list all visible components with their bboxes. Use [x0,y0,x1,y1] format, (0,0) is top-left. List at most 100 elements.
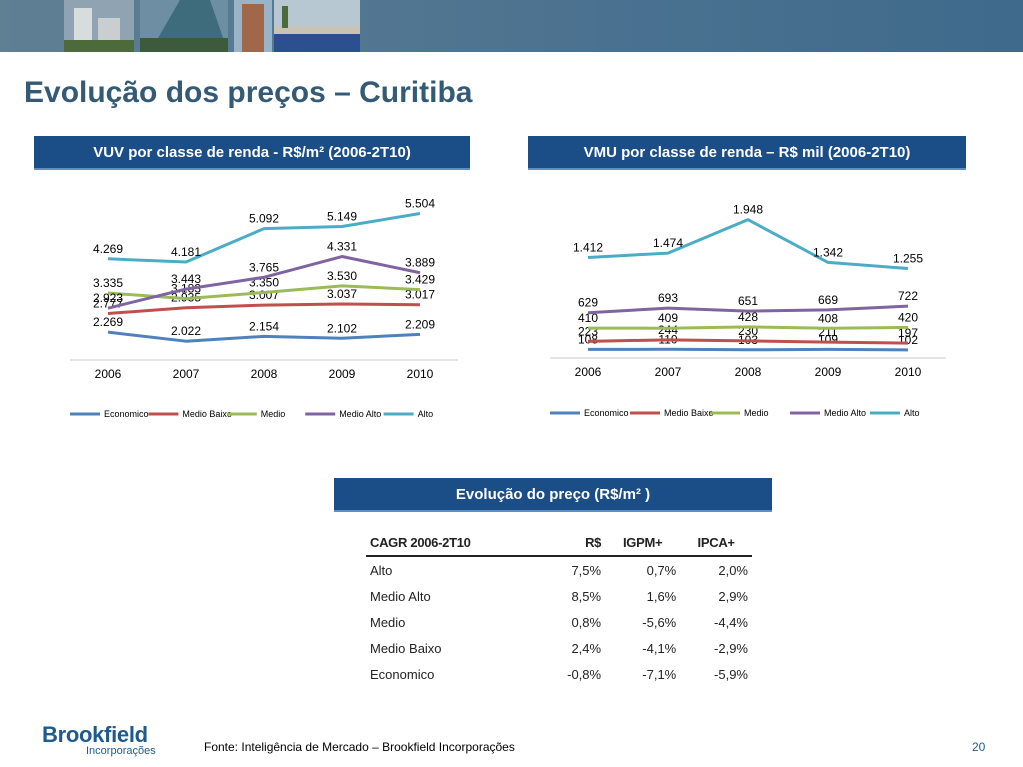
data-label: 2.209 [405,317,435,331]
data-label: 3.443 [171,272,201,286]
cell-rs: 7,5% [571,562,602,578]
data-label: 3.889 [405,256,435,270]
row-label: Medio Baixo [370,640,442,656]
column-header: IPCA+ [680,529,752,557]
legend-label: Economico [104,409,149,419]
column-header: CAGR 2006-2T10 [366,529,539,557]
data-label: 5.149 [327,210,357,224]
x-tick-label: 2010 [407,367,434,381]
table-row: Medio 0,8% -5,6% -4,4% [366,609,752,635]
building-photo-4 [274,0,360,52]
legend-label: Medio Baixo [664,408,714,418]
data-label: 3.017 [405,288,435,302]
price-evolution-table: CAGR 2006-2T10 R$ IGPM+ IPCA+ Alto 7,5% … [366,529,752,687]
x-tick-label: 2007 [173,367,200,381]
data-label: 5.092 [249,212,279,226]
data-label: 410 [578,311,598,325]
x-tick-label: 2006 [575,365,602,379]
row-label: Medio [370,614,406,630]
series-line-economico [107,330,421,343]
data-label: 629 [578,296,598,310]
data-label: 420 [898,310,918,324]
vmu-chart-header: VMU por classe de renda – R$ mil (2006-2… [528,136,966,170]
data-label: 1.948 [733,203,763,217]
page-title: Evolução dos preços – Curitiba [24,76,473,109]
vuv-chart-header: VUV por classe de renda - R$/m² (2006-2T… [34,136,470,170]
table-row: Medio Baixo 2,4% -4,1% -2,9% [366,635,752,661]
data-label: 669 [818,293,838,307]
table-header-row: CAGR 2006-2T10 R$ IGPM+ IPCA+ [366,529,752,557]
legend-label: Medio [261,409,286,419]
cell-rs: 2,4% [571,640,602,656]
series-line-alto [587,218,909,271]
data-label: 1.474 [653,236,683,250]
series-line-alto [107,212,421,264]
cell-igpm: -7,1% [642,666,677,682]
legend-label: Medio Alto [339,409,381,419]
legend-label: Economico [584,408,629,418]
building-photo-2 [140,0,228,52]
cell-ipca: -5,9% [714,666,748,682]
x-tick-label: 2009 [815,365,842,379]
source-note: Fonte: Inteligência de Mercado – Brookfi… [204,740,515,754]
cell-ipca: -2,9% [714,640,748,656]
vuv-line-chart: 2006 2007 2008 2009 2010 2.269 2.022 2.154 2.102… [70,197,458,419]
series-line-medio-baixo [107,302,421,316]
data-label: 3.335 [93,276,123,290]
cell-rs: 0,8% [571,614,602,630]
data-label: 2.154 [249,319,279,333]
data-label: 3.765 [249,260,279,274]
row-label: Alto [370,562,393,578]
series-line-medio-alto [587,304,909,315]
brookfield-logo: Brookfield [42,722,148,747]
legend-label: Alto [904,408,920,418]
column-header: IGPM+ [605,529,681,557]
data-label: 651 [738,294,758,308]
x-tick-label: 2008 [735,365,762,379]
data-label: 408 [818,311,838,325]
x-tick-label: 2009 [329,367,356,381]
data-label: 197 [898,326,918,340]
data-label: 4.181 [171,245,201,259]
series-line-medio-baixo [587,338,909,345]
data-label: 409 [658,311,678,325]
data-label: 4.269 [93,242,123,256]
data-label: 108 [578,332,598,346]
data-label: 2.022 [171,324,201,338]
data-label: 223 [578,324,598,338]
x-tick-label: 2010 [895,365,922,379]
table-row: Alto 7,5% 0,7% 2,0% [366,556,752,583]
top-banner [0,0,1023,52]
legend-label: Alto [418,409,434,419]
x-tick-label: 2006 [95,367,122,381]
page-number: 20 [972,740,986,754]
data-label: 428 [738,310,758,324]
x-tick-label: 2007 [655,365,682,379]
data-label: 3.429 [405,273,435,287]
data-label: 1.342 [813,245,843,259]
cell-igpm: -4,1% [642,640,677,656]
data-label: 693 [658,291,678,305]
cell-ipca: -4,4% [714,614,748,630]
data-label: 3.530 [327,269,357,283]
cell-igpm: -5,6% [642,614,677,630]
cell-igpm: 1,6% [646,588,677,604]
data-label: 2.923 [93,291,123,305]
data-label: 1.412 [573,240,603,254]
cell-igpm: 0,7% [646,562,677,578]
series-line-medio [587,325,909,330]
cell-ipca: 2,9% [718,588,748,604]
table-row: Economico -0,8% -7,1% -5,9% [366,661,752,687]
brookfield-logo-subtitle: Incorporações [86,745,156,757]
data-label: 2.102 [327,321,357,335]
data-label: 244 [658,323,678,337]
data-label: 3.037 [327,287,357,301]
legend-label: Medio Alto [824,408,866,418]
table-header: Evolução do preço (R$/m² ) [334,478,772,512]
table-row: Medio Alto 8,5% 1,6% 2,9% [366,583,752,609]
building-photo-3 [234,0,272,52]
data-label: 722 [898,289,918,303]
cell-ipca: 2,0% [718,562,748,578]
legend-label: Medio [744,408,769,418]
